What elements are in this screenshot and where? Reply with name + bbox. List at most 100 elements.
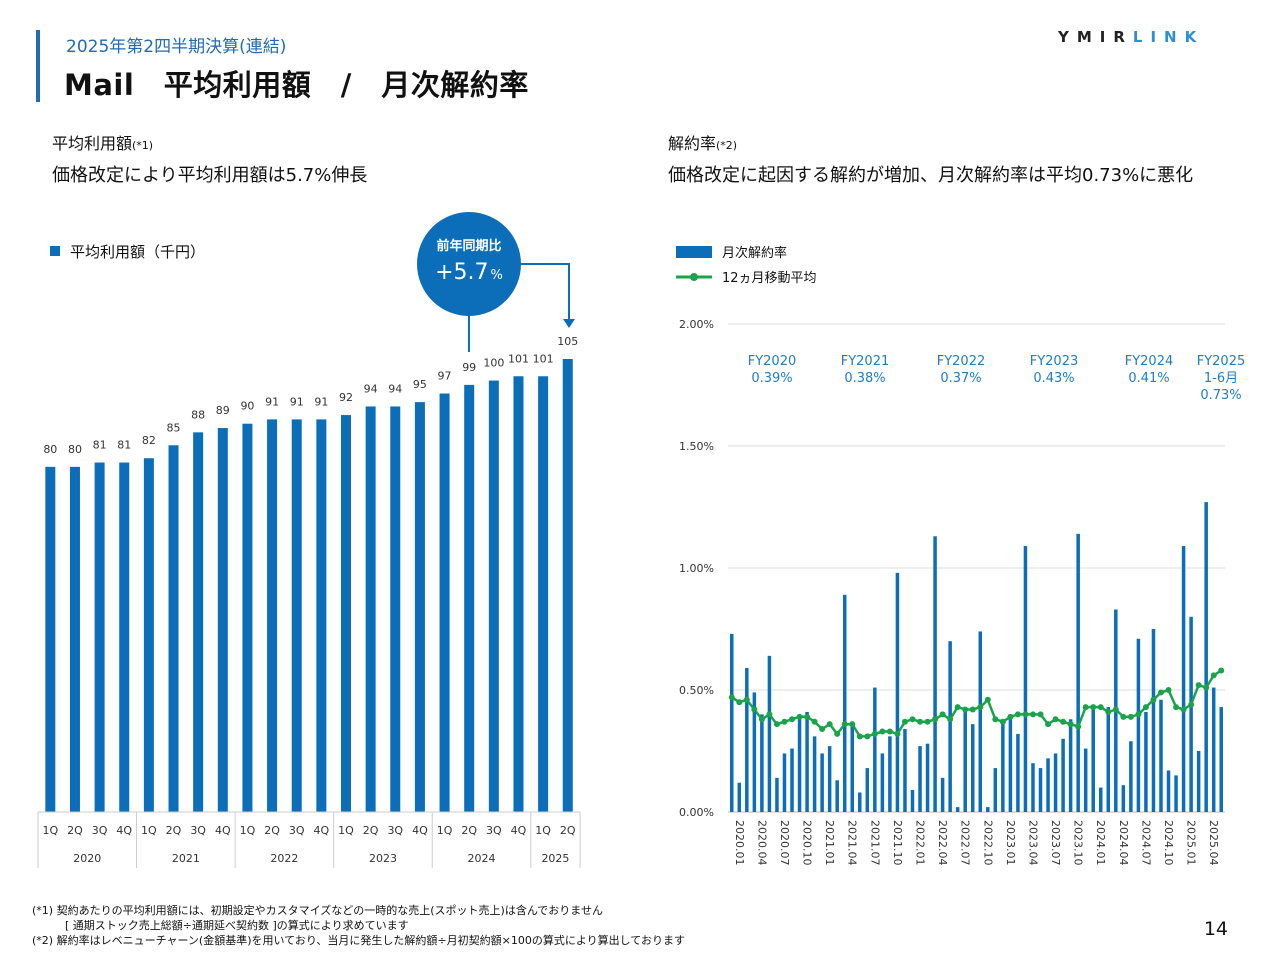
avg-bar — [193, 432, 204, 812]
avg-quarter-label: 1Q — [42, 824, 58, 837]
moving-average-point — [1157, 689, 1164, 696]
page-number: 14 — [1203, 918, 1228, 940]
avg-value-label: 94 — [364, 382, 378, 395]
avg-quarter-label: 3Q — [92, 824, 108, 837]
moving-average-point — [1037, 711, 1044, 718]
avg-quarter-label: 3Q — [486, 824, 502, 837]
moving-average-point — [1135, 711, 1142, 718]
churn-bar — [760, 714, 764, 812]
moving-average-point — [1075, 723, 1082, 730]
moving-average-point — [796, 713, 803, 720]
avg-legend-label: 平均利用額（千円） — [70, 243, 205, 261]
avg-value-label: 101 — [533, 352, 554, 365]
company-logo: YMIRLINK — [1058, 28, 1204, 46]
avg-quarter-label: 2Q — [264, 824, 280, 837]
avg-quarter-label: 4Q — [116, 824, 132, 837]
churn-bar — [1151, 629, 1156, 812]
churn-bar — [1008, 714, 1013, 812]
churn-bar — [865, 768, 870, 812]
avg-bar — [143, 458, 154, 812]
avg-quarter-label: 1Q — [437, 824, 453, 837]
moving-average-point — [751, 706, 758, 713]
page-subtitle: 2025年第2四半期決算(連結) — [66, 37, 287, 57]
moving-average-point — [781, 718, 788, 725]
moving-average-point — [977, 704, 984, 711]
churn-y-tick-label: 2.00% — [679, 318, 714, 331]
moving-average-point — [1120, 713, 1127, 720]
avg-quarter-label: 2Q — [67, 824, 83, 837]
fy-annotation: FY2022 — [937, 354, 986, 369]
churn-x-tick-label: 2021.01 — [823, 820, 836, 866]
churn-x-tick-label: 2024.10 — [1162, 820, 1175, 866]
avg-bar — [291, 419, 302, 812]
churn-bar — [767, 655, 772, 812]
moving-average-point — [871, 730, 878, 737]
churn-bar — [1083, 748, 1088, 812]
avg-bar — [242, 423, 253, 812]
moving-average-point — [1195, 682, 1202, 689]
churn-bar — [1068, 719, 1073, 812]
avg-bar — [341, 415, 351, 812]
churn-x-tick-label: 2023.04 — [1026, 820, 1039, 866]
churn-bar — [745, 668, 749, 812]
footnote-1: (*1) 契約あたりの平均利用額には、初期設定やカスタマイズなどの一時的な売上(… — [32, 904, 603, 917]
churn-bar — [1038, 768, 1043, 812]
churn-x-tick-label: 2023.01 — [1004, 820, 1017, 866]
churn-x-tick-label: 2024.01 — [1094, 820, 1107, 866]
fy-annotation: 0.38% — [844, 371, 885, 386]
avg-bar — [45, 466, 56, 812]
avg-value-label: 85 — [167, 421, 181, 434]
churn-x-tick-label: 2025.04 — [1207, 820, 1220, 866]
avg-year-label: 2020 — [73, 852, 101, 865]
avg-quarter-label: 4Q — [511, 824, 527, 837]
moving-average-point — [1090, 704, 1097, 711]
churn-bar — [933, 536, 937, 812]
moving-average-point — [984, 696, 991, 703]
churn-bar — [1166, 770, 1171, 812]
churn-bar — [1001, 719, 1005, 812]
avg-quarter-label: 1Q — [141, 824, 157, 837]
churn-bar — [1189, 616, 1193, 812]
churn-bar — [1091, 709, 1095, 812]
moving-average-line — [731, 669, 1222, 738]
churn-x-tick-label: 2021.07 — [868, 820, 881, 866]
avg-bar — [168, 445, 179, 812]
yoy-callout: 前年同期比 +5.7% — [417, 212, 575, 352]
avg-value-label: 95 — [413, 378, 427, 391]
fy-annotation: 1-6月 — [1204, 371, 1238, 386]
churn-x-tick-label: 2022.07 — [959, 820, 972, 866]
avg-quarter-label: 3Q — [190, 824, 206, 837]
churn-bar — [1196, 751, 1201, 812]
moving-average-point — [1180, 706, 1187, 713]
churn-bar — [737, 782, 742, 812]
avg-year-label: 2023 — [369, 852, 397, 865]
callout-connector-right — [520, 263, 570, 323]
churn-x-tick-label: 2020.04 — [755, 820, 768, 866]
avg-quarter-label: 4Q — [314, 824, 330, 837]
avg-bar — [365, 406, 376, 812]
fy-annotation: 0.43% — [1033, 371, 1074, 386]
moving-average-point — [728, 694, 735, 701]
churn-bar — [1106, 707, 1111, 812]
moving-average-point — [826, 721, 833, 728]
moving-average-point — [962, 706, 969, 713]
moving-average-point — [1105, 708, 1112, 715]
avg-value-label: 105 — [557, 335, 578, 348]
moving-average-point — [819, 726, 826, 733]
churn-x-tick-label: 2023.07 — [1049, 820, 1062, 866]
churn-bar — [993, 768, 998, 812]
logo-dark-text: YMIR — [1058, 28, 1133, 46]
fy-annotation: FY2023 — [1030, 354, 1079, 369]
avg-value-label: 91 — [290, 395, 304, 408]
moving-average-point — [1045, 721, 1052, 728]
avg-bar — [439, 393, 450, 812]
average-usage-chart: 平均利用額（千円） 80 80 81 81 82 85 88 89 90 91 91 91 92 94 94… — [37, 212, 581, 868]
churn-bar — [986, 807, 990, 812]
churn-x-tick-label: 2021.10 — [891, 820, 904, 866]
avg-value-label: 81 — [93, 439, 107, 452]
churn-x-tick-label: 2024.07 — [1139, 820, 1152, 866]
moving-average-point — [1097, 704, 1104, 711]
fy-annotation: 0.37% — [940, 371, 981, 386]
moving-average-point — [1007, 713, 1014, 720]
churn-bar — [873, 687, 877, 812]
